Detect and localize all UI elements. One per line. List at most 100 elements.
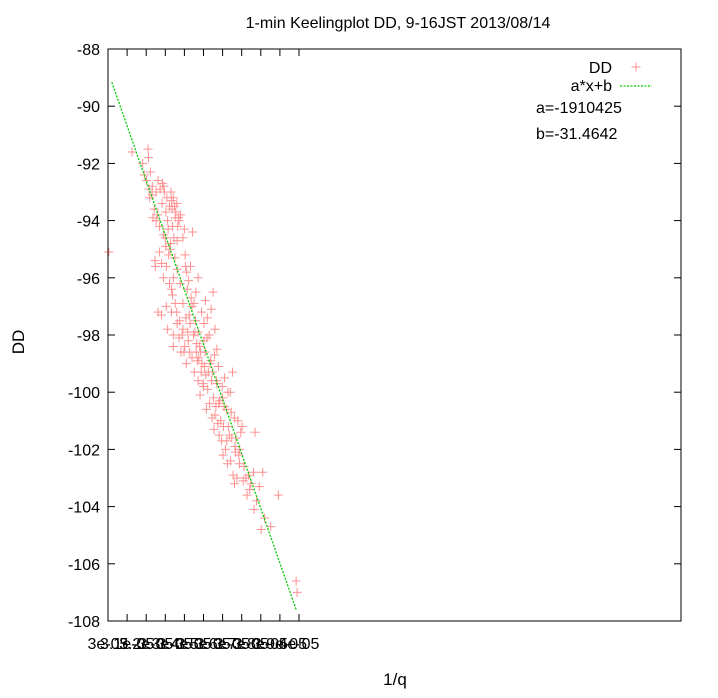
legend-label-dd: DD <box>589 60 612 77</box>
data-point-dd <box>213 419 223 429</box>
data-point-dd <box>161 301 171 311</box>
x-tick-label: 4e-05 <box>279 636 320 653</box>
y-tick-label: -88 <box>77 42 100 59</box>
data-point-dd <box>169 233 179 243</box>
data-point-dd <box>187 227 197 237</box>
data-point-dd <box>203 367 213 377</box>
data-point-dd <box>150 256 160 266</box>
data-point-dd <box>209 424 219 434</box>
data-point-dd <box>155 247 165 257</box>
data-point-dd <box>178 299 188 309</box>
data-point-dd <box>151 216 161 226</box>
data-point-dd <box>233 416 243 426</box>
data-point-dd <box>149 204 159 214</box>
y-axis-label: DD <box>9 330 28 355</box>
data-point-dd <box>153 307 163 317</box>
legend-plus-marker <box>631 62 641 72</box>
data-point-dd <box>184 276 194 286</box>
data-point-dd <box>207 413 217 423</box>
y-tick-label: -104 <box>68 500 100 517</box>
legend-marker-dd <box>631 62 641 72</box>
data-point-dd <box>184 310 194 320</box>
data-point-dd <box>210 324 220 334</box>
data-point-dd <box>142 176 152 186</box>
data-point-dd <box>208 287 218 297</box>
x-tick-label: 3.1e-05 <box>100 636 154 653</box>
data-point-dd <box>162 193 172 203</box>
y-tick-label: -92 <box>77 156 100 173</box>
x-tick-label: 3.8e-05 <box>234 636 288 653</box>
data-point-dd <box>237 422 247 432</box>
data-point-dd <box>211 402 221 411</box>
data-point-dd <box>177 330 187 340</box>
data-point-dd <box>199 361 209 371</box>
data-point-dd <box>196 347 206 357</box>
data-point-dd <box>249 504 259 514</box>
data-point-dd <box>195 390 205 400</box>
data-point-dd <box>168 330 178 340</box>
chart-title: 1-min Keelingplot DD, 9-16JST 2013/08/14 <box>246 15 551 32</box>
data-point-dd <box>273 490 283 500</box>
fit-label-a: a=-1910425 <box>536 100 622 117</box>
data-point-dd <box>170 299 180 309</box>
y-tick-label: -96 <box>77 271 100 288</box>
data-point-dd <box>185 319 195 329</box>
data-point-dd <box>143 144 153 154</box>
data-point-dd <box>256 524 266 534</box>
x-tick-label: 3.2e-05 <box>119 636 173 653</box>
x-tick-label: 3.5e-05 <box>176 636 230 653</box>
data-point-dd <box>212 344 222 354</box>
data-point-dd <box>163 224 173 234</box>
y-tick-label: -100 <box>68 385 100 402</box>
data-point-dd <box>220 444 230 454</box>
data-point-dd <box>239 462 249 472</box>
data-point-dd <box>208 393 218 403</box>
y-tick-label: -90 <box>77 99 100 116</box>
y-tick-label: -98 <box>77 328 100 345</box>
data-point-dd <box>143 153 153 163</box>
data-point-dd <box>168 290 178 300</box>
data-point-dd <box>180 250 190 260</box>
data-point-dd <box>175 316 185 326</box>
data-point-dd <box>254 482 264 492</box>
data-point-dd <box>193 376 203 386</box>
data-point-dd <box>163 324 173 334</box>
fit-label-b: b=-31.4642 <box>536 126 618 143</box>
data-point-dd <box>217 436 227 446</box>
data-point-dd <box>156 259 166 268</box>
data-point-dd <box>189 299 199 309</box>
data-point-dd <box>145 167 155 177</box>
data-point-dd <box>147 190 157 200</box>
legend: DD a*x+b a=-1910425 b=-31.4642 <box>536 60 652 143</box>
data-point-dd <box>165 279 175 289</box>
data-point-dd <box>157 198 167 208</box>
data-point-dd <box>250 427 260 437</box>
data-point-dd <box>202 313 212 323</box>
data-point-dd <box>230 442 240 452</box>
data-point-dd <box>252 496 262 506</box>
data-point-dd <box>168 341 178 351</box>
legend-label-fit: a*x+b <box>571 78 612 95</box>
data-point-dd <box>161 207 171 217</box>
y-tick-label: -94 <box>77 214 100 231</box>
x-tick-label: 3e-05 <box>88 636 129 653</box>
x-tick-label: 3.9e-05 <box>253 636 307 653</box>
data-point-dd <box>258 467 268 477</box>
data-point-dd <box>206 304 216 314</box>
y-tick-label: -106 <box>68 557 100 574</box>
data-point-dd <box>203 384 213 394</box>
data-point-dd <box>182 267 192 277</box>
data-point-dd <box>159 187 169 197</box>
data-point-dd <box>172 307 182 317</box>
data-point-dd <box>166 284 176 294</box>
x-tick-label: 3.6e-05 <box>195 636 249 653</box>
x-tick-label: 3.7e-05 <box>215 636 269 653</box>
data-point-dd <box>157 178 167 188</box>
data-point-dd <box>175 279 185 289</box>
data-point-dd <box>178 324 188 334</box>
data-point-dd <box>172 198 182 208</box>
data-point-dd <box>222 459 232 469</box>
data-point-dd <box>193 273 203 283</box>
data-point-dd <box>180 341 190 351</box>
